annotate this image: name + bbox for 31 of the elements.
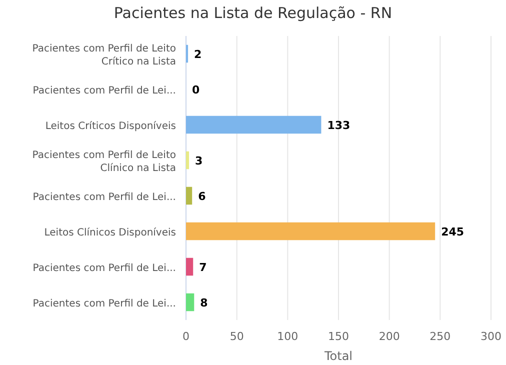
x-tick-label: 150 — [328, 330, 349, 343]
chart-title: Pacientes na Lista de Regulação - RN — [114, 4, 392, 22]
bar — [186, 222, 436, 240]
bar — [186, 116, 322, 134]
y-tick-label: Leitos Clínicos Disponíveis — [44, 227, 176, 238]
y-tick-label: Pacientes com Perfil de Lei... — [32, 298, 176, 310]
x-tick-label: 100 — [277, 330, 298, 343]
bar — [186, 258, 194, 276]
data-label: 8 — [200, 296, 208, 310]
data-label: 133 — [327, 118, 350, 132]
data-label: 6 — [198, 190, 206, 203]
data-label: 245 — [441, 225, 464, 238]
x-tick-label: 200 — [378, 330, 400, 343]
x-axis-title: Total — [323, 349, 353, 363]
x-tick-label: 300 — [480, 330, 502, 343]
data-label: 7 — [199, 260, 207, 274]
x-tick-label: 250 — [430, 330, 451, 343]
x-tick-label: 50 — [230, 330, 244, 343]
x-tick-label: 0 — [182, 330, 190, 343]
data-label: 0 — [192, 83, 200, 96]
data-label: 3 — [195, 154, 203, 168]
y-tick-label: Pacientes com Perfil de Leito Clínico na Lista — [32, 150, 176, 174]
y-tick-label: Pacientes com Perfil de Lei... — [32, 85, 176, 96]
y-tick-label: Pacientes com Perfil de Leito Crítico na Lista — [32, 43, 176, 68]
y-tick-label: Pacientes com Perfil de Lei... — [32, 192, 176, 203]
bar — [186, 186, 192, 205]
y-tick-label: Pacientes com Perfil de Lei... — [32, 262, 176, 274]
data-label: 2 — [194, 48, 202, 61]
y-tick-label: Leitos Críticos Disponíveis — [45, 120, 176, 132]
bar — [186, 151, 190, 170]
bar — [186, 293, 194, 312]
